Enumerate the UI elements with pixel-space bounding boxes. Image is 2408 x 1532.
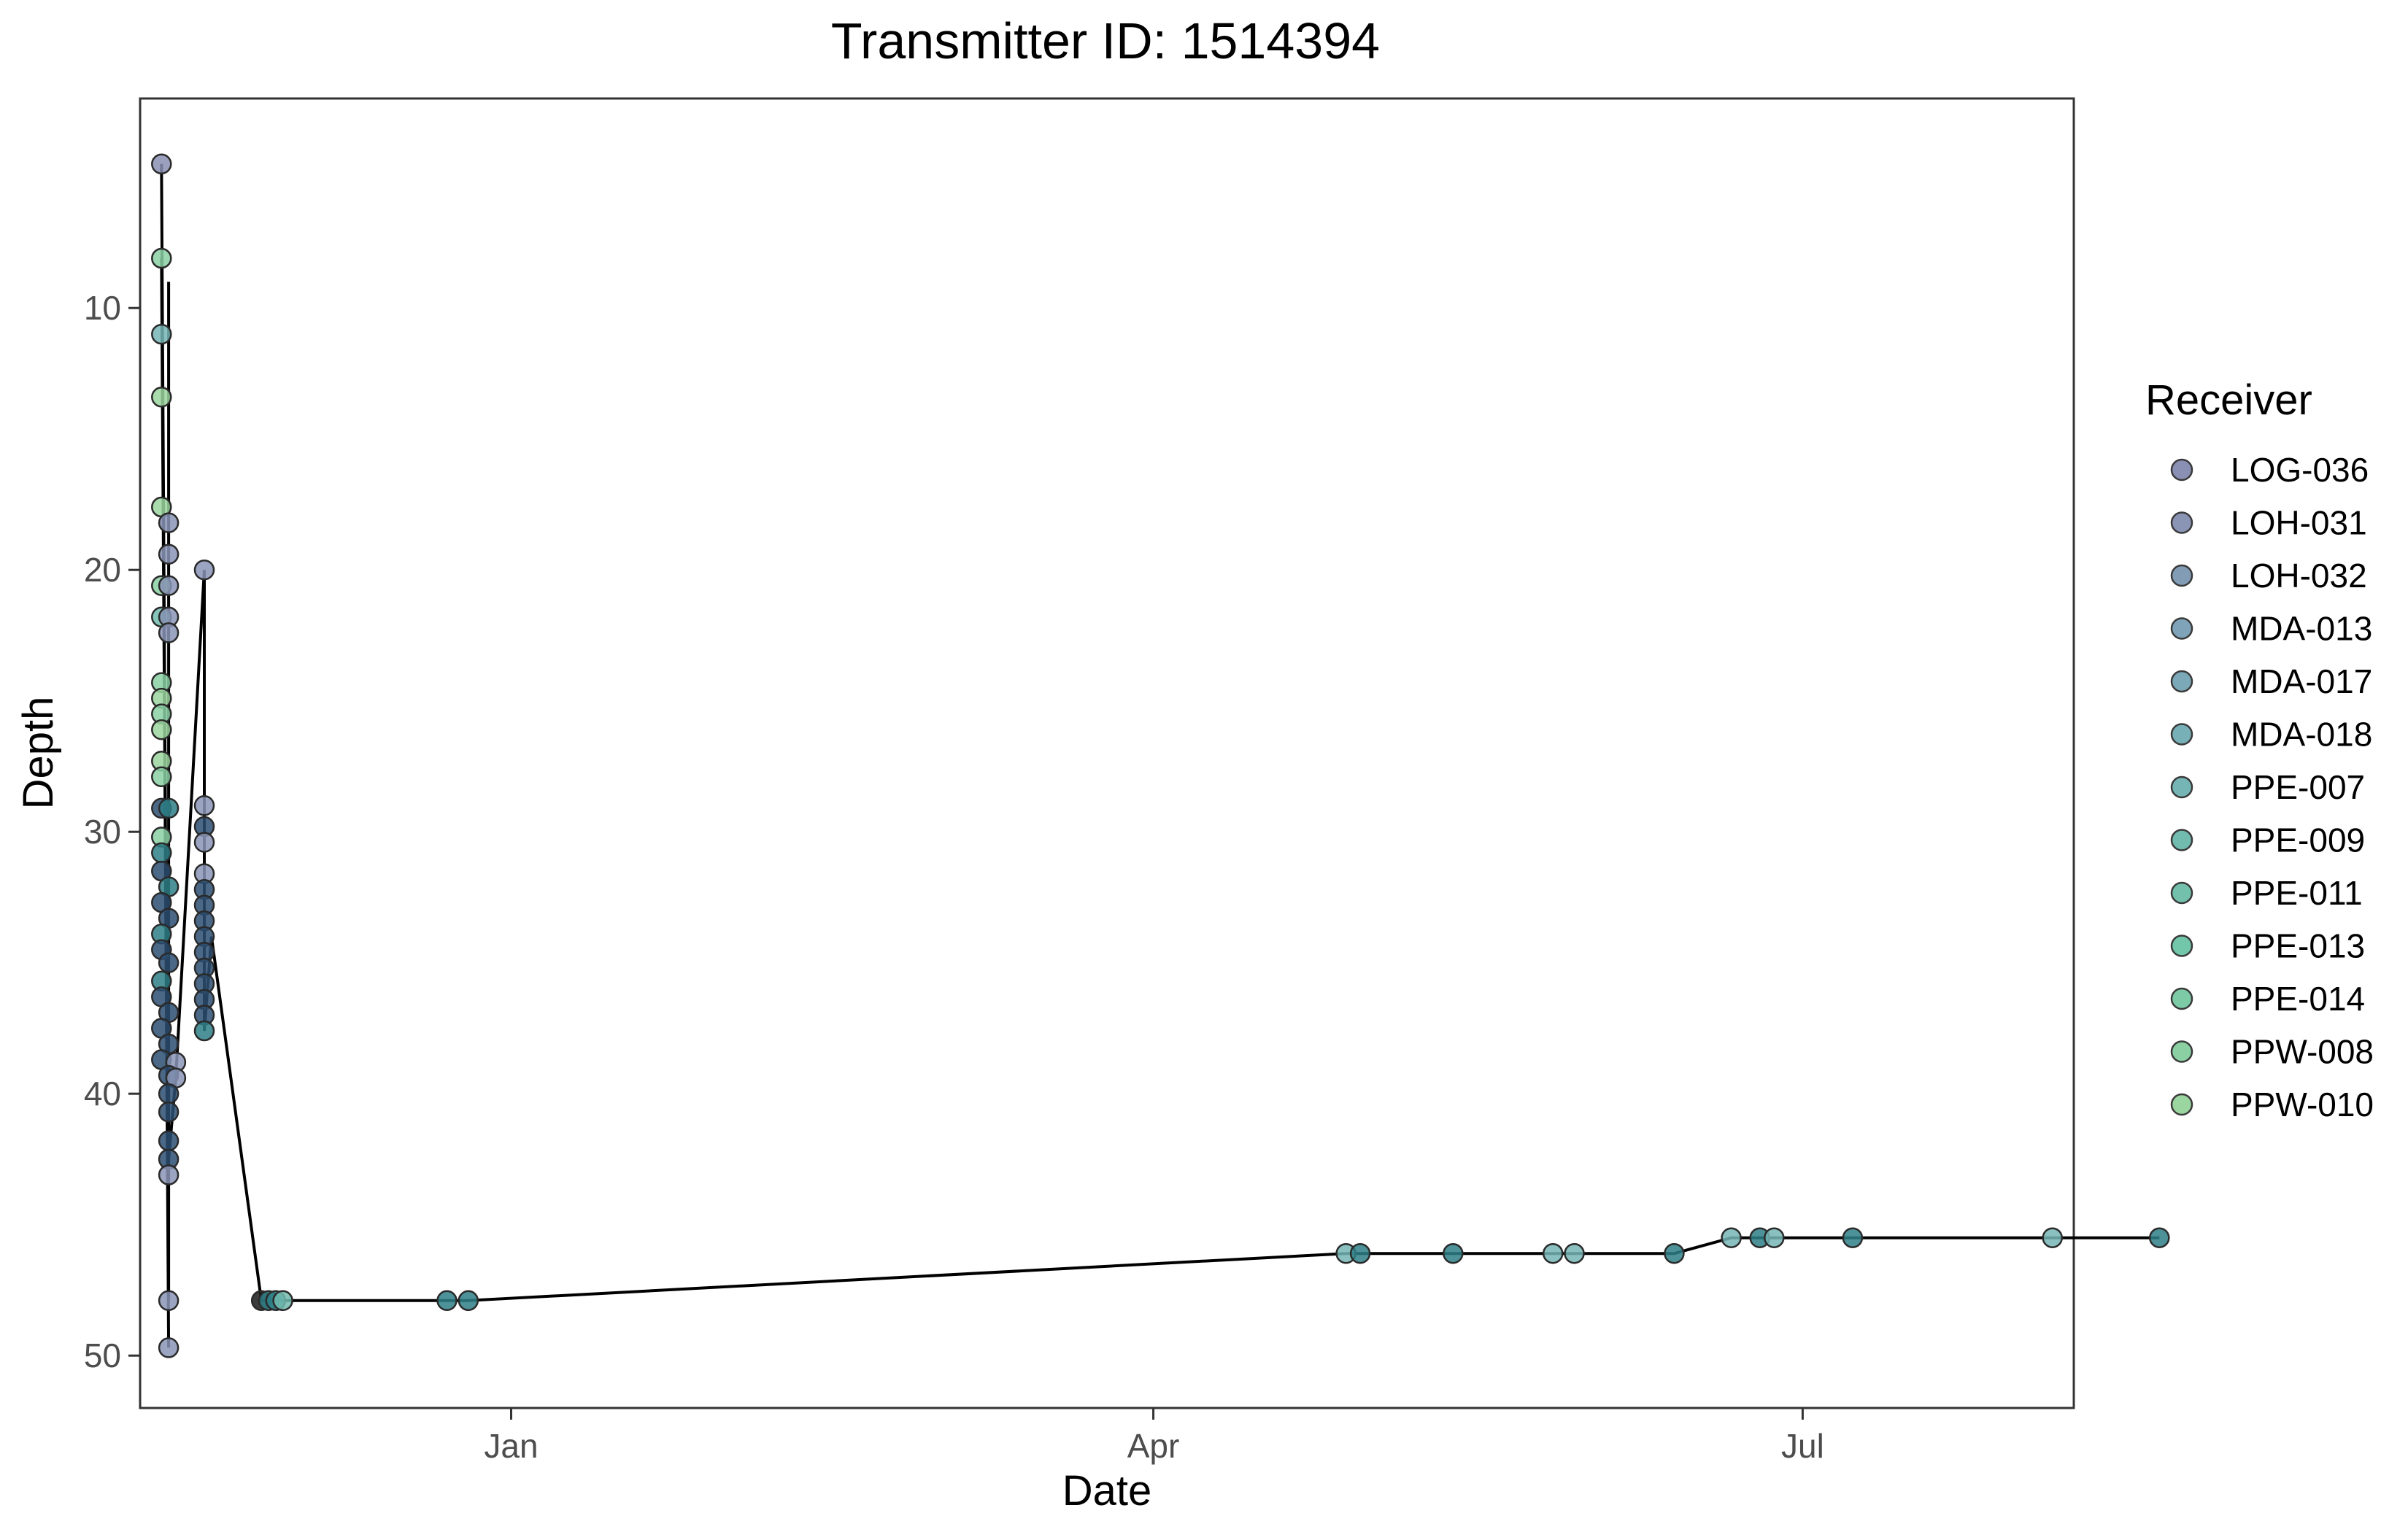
data-point xyxy=(151,247,172,269)
data-point xyxy=(158,1290,180,1312)
data-point xyxy=(158,512,180,533)
y-tick-label: 40 xyxy=(84,1075,121,1113)
legend-label: MDA-018 xyxy=(2231,716,2372,754)
legend-key xyxy=(2170,1040,2193,1063)
legend-key xyxy=(2170,881,2193,905)
data-point xyxy=(151,719,172,740)
legend-key xyxy=(2170,775,2193,799)
data-point xyxy=(158,1164,180,1185)
data-point xyxy=(1564,1242,1585,1264)
legend-item: PPE-009 xyxy=(2170,821,2365,859)
data-point xyxy=(1349,1242,1371,1264)
legend-label: PPE-011 xyxy=(2231,874,2363,912)
legend-label: PPE-009 xyxy=(2231,821,2365,859)
data-point xyxy=(158,622,180,643)
data-point xyxy=(2042,1227,2063,1248)
y-axis-title: Depth xyxy=(15,697,62,810)
legend-item: PPW-008 xyxy=(2170,1033,2374,1071)
data-point xyxy=(1443,1242,1464,1264)
x-axis: Jan Apr Jul xyxy=(484,1408,1824,1465)
data-point xyxy=(158,575,180,596)
data-points xyxy=(151,153,2170,1358)
legend-key xyxy=(2170,458,2193,481)
legend-item: PPW-010 xyxy=(2170,1086,2374,1123)
legend-key xyxy=(2170,723,2193,746)
legend: Receiver LOG-036 LOH-031 LOH-032 MDA-013 MDA… xyxy=(2145,376,2374,1123)
legend-label: LOH-031 xyxy=(2231,504,2367,542)
legend-item: MDA-017 xyxy=(2170,662,2372,700)
data-point xyxy=(1764,1227,1785,1248)
legend-label: PPE-007 xyxy=(2231,768,2365,806)
legend-label: PPE-014 xyxy=(2231,980,2365,1018)
data-point xyxy=(272,1290,293,1312)
data-point xyxy=(158,952,180,973)
data-point xyxy=(436,1290,458,1312)
legend-item: MDA-018 xyxy=(2170,716,2372,754)
data-point xyxy=(158,1130,180,1152)
data-point xyxy=(458,1290,479,1312)
legend-key xyxy=(2170,1093,2193,1116)
y-axis: 10 20 30 40 50 xyxy=(84,289,140,1374)
legend-item: PPE-014 xyxy=(2170,980,2365,1018)
legend-key xyxy=(2170,511,2193,534)
data-point xyxy=(193,559,215,581)
legend-label: PPW-010 xyxy=(2231,1086,2374,1123)
data-point xyxy=(151,323,172,345)
data-point xyxy=(193,795,215,816)
y-tick-label: 10 xyxy=(84,289,121,327)
legend-item: PPE-007 xyxy=(2170,768,2365,806)
legend-key xyxy=(2170,564,2193,587)
data-point xyxy=(158,1337,180,1358)
x-tick-label: Jul xyxy=(1781,1427,1824,1465)
legend-key xyxy=(2170,987,2193,1010)
legend-label: MDA-013 xyxy=(2231,610,2372,648)
x-axis-title: Date xyxy=(1062,1467,1152,1514)
legend-key xyxy=(2170,670,2193,693)
legend-item: LOH-031 xyxy=(2170,504,2367,542)
y-tick-label: 30 xyxy=(84,813,121,851)
data-point xyxy=(193,832,215,853)
x-tick-label: Apr xyxy=(1127,1427,1180,1465)
data-point xyxy=(151,153,172,175)
legend-item: PPE-011 xyxy=(2170,874,2363,912)
legend-item: LOH-032 xyxy=(2170,557,2367,595)
legend-label: PPW-008 xyxy=(2231,1033,2374,1071)
data-point xyxy=(151,842,172,864)
legend-item: PPE-013 xyxy=(2170,927,2365,965)
y-tick-label: 20 xyxy=(84,551,121,589)
plot-panel xyxy=(139,97,2075,1409)
data-point xyxy=(193,1020,215,1042)
data-point xyxy=(158,1083,180,1104)
y-tick-label: 50 xyxy=(84,1336,121,1374)
legend-label: MDA-017 xyxy=(2231,662,2372,700)
legend-label: LOG-036 xyxy=(2231,451,2369,489)
legend-key xyxy=(2170,829,2193,851)
legend-label: PPE-013 xyxy=(2231,927,2365,965)
data-point xyxy=(1842,1227,1864,1248)
chart-title: Transmitter ID: 1514394 xyxy=(831,12,1380,69)
legend-item: LOG-036 xyxy=(2170,451,2369,489)
x-tick-label: Jan xyxy=(484,1427,538,1465)
legend-item: MDA-013 xyxy=(2170,610,2372,648)
data-point xyxy=(151,387,172,408)
data-point xyxy=(158,1102,180,1123)
legend-key xyxy=(2170,617,2193,640)
legend-title: Receiver xyxy=(2145,376,2312,424)
data-point xyxy=(1542,1242,1564,1264)
data-point xyxy=(158,543,180,565)
data-point xyxy=(151,766,172,788)
data-point xyxy=(158,797,180,819)
legend-key xyxy=(2170,935,2193,957)
data-point xyxy=(1721,1227,1742,1248)
data-point xyxy=(2149,1227,2170,1248)
legend-label: LOH-032 xyxy=(2231,557,2367,595)
data-point xyxy=(1664,1242,1685,1264)
